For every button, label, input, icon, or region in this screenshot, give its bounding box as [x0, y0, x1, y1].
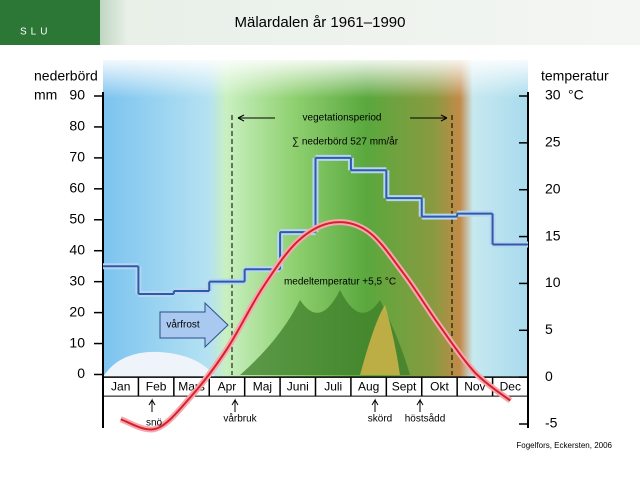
y-tick-label: 30: [69, 272, 85, 288]
y-unit: mm: [34, 87, 57, 103]
y2-tick-label: 30: [545, 87, 561, 103]
frost-label: vårfrost: [166, 319, 200, 331]
y-tick-label: 40: [69, 241, 85, 257]
y-tick-label: 50: [69, 210, 85, 226]
chart-title: Mälardalen år 1961–1990: [235, 14, 406, 31]
period-arrow: [237, 114, 448, 122]
temperature-line: [120, 221, 511, 431]
x-tick-label: Aug: [358, 379, 379, 393]
marker-label: höstsådd: [405, 413, 446, 425]
x-tick-label: Jan: [111, 379, 130, 393]
frost-arrow: [159, 301, 229, 349]
y2-tick-label: 5: [545, 321, 553, 337]
y-label: nederbörd: [34, 68, 98, 84]
period-label: vegetationsperiod: [303, 113, 382, 124]
marker-label: snö: [146, 418, 163, 429]
x-tick-label: Maj: [253, 379, 272, 393]
marker-label: vårbruk: [223, 413, 257, 425]
header: [0, 0, 640, 45]
y2-tick-label: 10: [545, 274, 561, 290]
x-tick-label: Apr: [218, 379, 237, 393]
y2-tick-label: 25: [545, 134, 561, 150]
y2-label: temperatur: [541, 68, 609, 84]
x-tick-label: Sept: [392, 379, 417, 393]
x-tick-label: Feb: [146, 379, 167, 393]
x-tick-label: Dec: [500, 379, 521, 393]
y-tick-label: 90: [69, 87, 85, 103]
y2-tick-label: 0: [545, 368, 553, 384]
marker-label: skörd: [368, 414, 392, 425]
y2-tick-label: -5: [545, 415, 558, 431]
marker-arrow: [148, 398, 156, 412]
y-tick-label: 10: [69, 334, 85, 350]
x-tick-label: Juni: [287, 379, 309, 393]
mean-temperature: medeltemperatur +5,5 °C: [284, 277, 396, 288]
y-tick-label: 60: [69, 180, 85, 196]
x-tick-label: Juli: [324, 379, 342, 393]
y2-tick-label: 20: [545, 180, 561, 196]
y-tick-label: 20: [69, 303, 85, 319]
marker-arrow: [371, 398, 379, 412]
x-tick-label: Nov: [464, 379, 485, 393]
ripe-crop: [360, 305, 400, 375]
y-tick-label: 70: [69, 149, 85, 165]
marker-arrow: [416, 398, 424, 412]
marker-arrow: [231, 398, 239, 412]
x-tick-label: Okt: [430, 379, 449, 393]
y-tick-label: 80: [69, 118, 85, 134]
precipitation-sum: ∑ nederbörd 527 mm/år: [292, 136, 399, 148]
y2-unit: °C: [568, 87, 584, 103]
source: Fogelfors, Eckersten, 2006: [516, 441, 612, 450]
logo-box: [0, 0, 100, 45]
y2-tick-label: 15: [545, 227, 561, 243]
logo: SLU: [20, 27, 51, 38]
y-tick-label: 0: [77, 365, 85, 381]
snow: [103, 351, 215, 377]
